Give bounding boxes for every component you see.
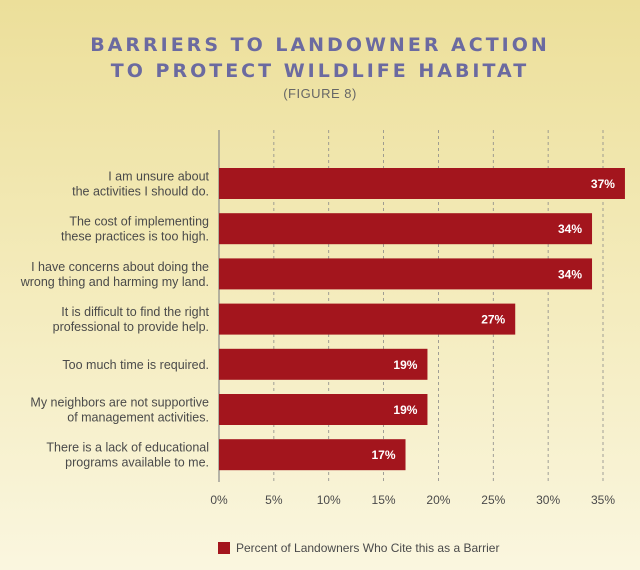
category-label: professional to provide help. bbox=[53, 320, 209, 334]
legend: Percent of Landowners Who Cite this as a… bbox=[218, 541, 499, 555]
category-label: programs available to me. bbox=[65, 456, 209, 470]
legend-label: Percent of Landowners Who Cite this as a… bbox=[236, 541, 500, 555]
category-label: these practices is too high. bbox=[61, 230, 209, 244]
category-label: The cost of implementing bbox=[69, 215, 209, 229]
bar bbox=[219, 439, 406, 471]
bar bbox=[219, 213, 593, 245]
category-label: I am unsure about bbox=[108, 170, 209, 184]
category-label: It is difficult to find the right bbox=[61, 305, 209, 319]
category-label: of management activities. bbox=[67, 411, 209, 425]
bar-value-label: 17% bbox=[371, 448, 395, 462]
x-tick-label: 25% bbox=[481, 493, 505, 507]
chart-title-line-2: TO PROTECT WILDLIFE HABITAT bbox=[110, 60, 530, 82]
bar bbox=[219, 394, 428, 425]
bar bbox=[219, 258, 593, 290]
x-tick-label: 5% bbox=[265, 493, 283, 507]
x-tick-label: 20% bbox=[426, 493, 450, 507]
bar bbox=[219, 303, 516, 335]
bar bbox=[219, 348, 428, 380]
bar-value-label: 19% bbox=[393, 358, 417, 372]
bar bbox=[219, 168, 625, 199]
x-tick-label: 30% bbox=[536, 493, 560, 507]
x-tick-label: 35% bbox=[591, 493, 615, 507]
bar-value-label: 34% bbox=[558, 222, 582, 236]
category-label: Too much time is required. bbox=[62, 358, 209, 372]
chart-title-line-1: BARRIERS TO LANDOWNER ACTION bbox=[90, 34, 550, 56]
chart-subtitle: (FIGURE 8) bbox=[283, 86, 357, 101]
x-tick-label: 15% bbox=[372, 493, 396, 507]
x-tick-label: 0% bbox=[210, 493, 228, 507]
bar-value-label: 19% bbox=[393, 403, 417, 417]
bar-value-label: 37% bbox=[591, 177, 615, 191]
bar-value-label: 34% bbox=[558, 267, 582, 281]
category-label: the activities I should do. bbox=[72, 185, 209, 199]
x-tick-label: 10% bbox=[317, 493, 341, 507]
bar-value-label: 27% bbox=[481, 313, 505, 327]
category-label: There is a lack of educational bbox=[46, 441, 209, 455]
category-label: I have concerns about doing the bbox=[31, 260, 209, 274]
category-label: wrong thing and harming my land. bbox=[20, 275, 209, 289]
category-label: My neighbors are not supportive bbox=[30, 396, 209, 410]
legend-swatch bbox=[218, 542, 230, 554]
